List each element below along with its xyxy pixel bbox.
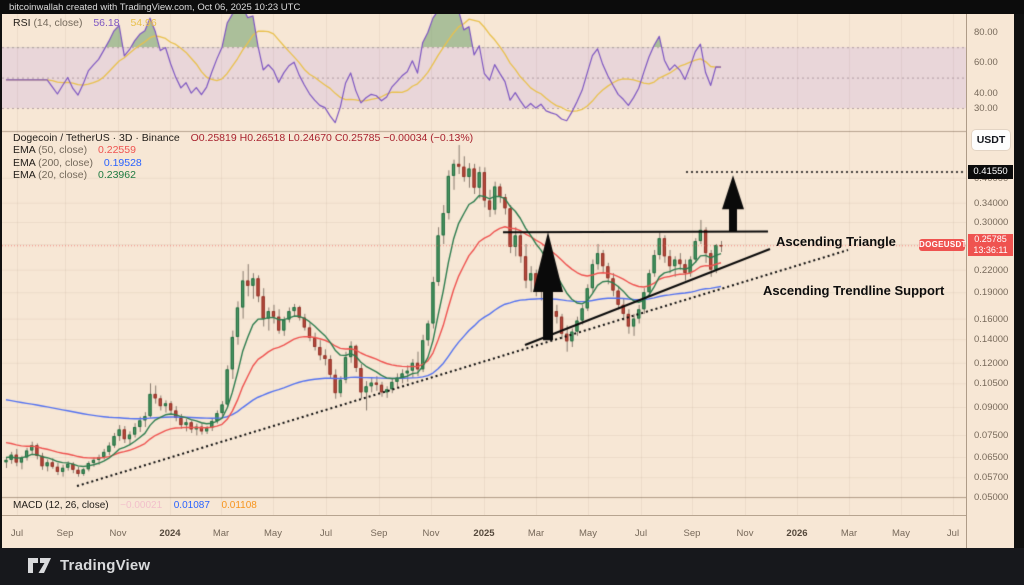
time-axis-label: Nov <box>109 528 127 539</box>
tradingview-brand[interactable]: TradingView <box>28 556 150 575</box>
time-axis-label: May <box>579 528 597 539</box>
ohlc-high: H0.26518 <box>239 132 286 144</box>
tradingview-brand-name: TradingView <box>60 557 151 574</box>
time-axis-label: Jul <box>946 528 960 539</box>
price-tick-label: 0.16000 <box>974 313 1009 325</box>
time-axis-label: Mar <box>840 528 858 539</box>
macd-histogram-value: −0.00021 <box>120 500 163 511</box>
symbol-legend: Dogecoin / TetherUS · 3D · Binance O0.25… <box>13 132 473 181</box>
price-tick-label: 0.30000 <box>974 217 1009 228</box>
time-axis-label: Nov <box>422 528 440 539</box>
currency-toggle-button[interactable]: USDT <box>972 130 1010 150</box>
symbol-price-flag: DOGEUSDT <box>919 239 967 252</box>
price-tick-label: 0.34000 <box>974 197 1009 209</box>
time-axis-label: Sep <box>683 528 701 539</box>
macd-params: (12, 26, close) <box>45 500 109 511</box>
ema50-params: (50, close) <box>38 144 88 157</box>
current-price-label: 0.25785 13:36:11 <box>968 234 1013 257</box>
rsi-legend: RSI (14, close) 56.18 54.96 <box>13 17 157 29</box>
ascending-triangle-label: Ascending Triangle <box>776 234 896 249</box>
ema200-legend-row: EMA (200, close) 0.19528 <box>13 157 473 169</box>
ema50-legend-row: EMA (50, close) 0.22559 <box>13 144 473 156</box>
price-tick-label: 0.06500 <box>974 452 1009 463</box>
ascending-trendline-support-label: Ascending Trendline Support <box>763 283 945 298</box>
macd-signal-value: 0.01108 <box>221 500 257 511</box>
price-axis[interactable]: USDT 0.41550 0.25785 13:36:11 80.00 60.00… <box>966 14 1014 548</box>
ohlc-close: C0.25785 <box>334 132 381 144</box>
price-tick-label: 0.22000 <box>974 264 1009 276</box>
ohlc-open: O0.25819 <box>190 132 237 144</box>
macd-value: 0.01087 <box>173 500 210 511</box>
time-axis[interactable]: Jul Sep Nov 2024 Mar May Jul Sep Nov 2025 Mar May Ju… <box>2 515 966 548</box>
ema200-name: EMA <box>13 156 36 169</box>
price-tick-label: 0.14000 <box>974 334 1009 346</box>
price-tick-label: 0.09000 <box>974 402 1009 413</box>
price-tick-label: 0.10500 <box>974 378 1009 390</box>
price-tick-label: 0.19000 <box>974 287 1009 299</box>
rsi-indicator-params: (14, close) <box>33 17 83 29</box>
time-axis-label: Jul <box>319 528 333 539</box>
ema50-name: EMA <box>13 144 36 157</box>
time-axis-label: Jul <box>634 528 648 539</box>
time-axis-label: 2026 <box>786 528 808 539</box>
attribution-text: bitcoinwallah created with TradingView.c… <box>9 2 301 13</box>
ema50-value: 0.22559 <box>97 144 136 157</box>
macd-legend: MACD (12, 26, close) −0.00021 0.01087 0.… <box>13 500 257 511</box>
symbol-title-row: Dogecoin / TetherUS · 3D · Binance O0.25… <box>13 132 473 144</box>
bottom-brand-bar: TradingView <box>0 548 1024 585</box>
time-axis-label: Mar <box>212 528 230 539</box>
price-tick-label: 0.07500 <box>974 430 1009 441</box>
ohlc-change: −0.00034 (−0.13%) <box>383 132 474 144</box>
time-axis-label: 2025 <box>473 528 495 539</box>
rsi-scale-label: 30.00 <box>974 103 998 114</box>
time-axis-label: Nov <box>736 528 754 539</box>
ema20-legend-row: EMA (20, close) 0.23962 <box>13 169 473 181</box>
time-axis-label: Mar <box>527 528 545 539</box>
time-axis-label: Jul <box>10 528 24 539</box>
price-tick-label: 0.05700 <box>974 472 1009 484</box>
ema20-value: 0.23962 <box>97 168 136 181</box>
tradingview-logo-icon <box>28 558 51 573</box>
price-tick-label: 0.05000 <box>974 492 1009 504</box>
macd-name: MACD <box>13 500 43 511</box>
ema20-params: (20, close) <box>38 168 88 181</box>
chart-canvas[interactable] <box>2 14 966 515</box>
ema200-params: (200, close) <box>38 156 93 169</box>
current-price-value: 0.25785 <box>974 234 1007 245</box>
bar-countdown: 13:36:11 <box>973 245 1008 256</box>
rsi-scale-label: 40.00 <box>974 87 998 99</box>
time-axis-label: May <box>892 528 910 539</box>
time-axis-label: May <box>264 528 282 539</box>
rsi-scale-label: 60.00 <box>974 57 998 69</box>
time-axis-label: 2024 <box>159 528 181 539</box>
ema200-value: 0.19528 <box>103 156 142 169</box>
rsi-indicator-name: RSI <box>13 17 31 29</box>
ohlc-low: L0.24670 <box>288 132 332 144</box>
symbol-title: Dogecoin / TetherUS · 3D · Binance <box>13 132 180 144</box>
price-tick-label: 0.12000 <box>974 357 1009 369</box>
target-price-label: 0.41550 <box>968 164 1013 179</box>
rsi-scale-label: 80.00 <box>974 27 998 38</box>
attribution-bar: bitcoinwallah created with TradingView.c… <box>0 0 1024 14</box>
time-axis-label: Sep <box>370 528 388 539</box>
ema20-name: EMA <box>13 168 36 181</box>
time-axis-label: Sep <box>56 528 74 539</box>
rsi-signal-value: 54.96 <box>130 17 157 29</box>
rsi-value: 56.18 <box>93 17 120 29</box>
